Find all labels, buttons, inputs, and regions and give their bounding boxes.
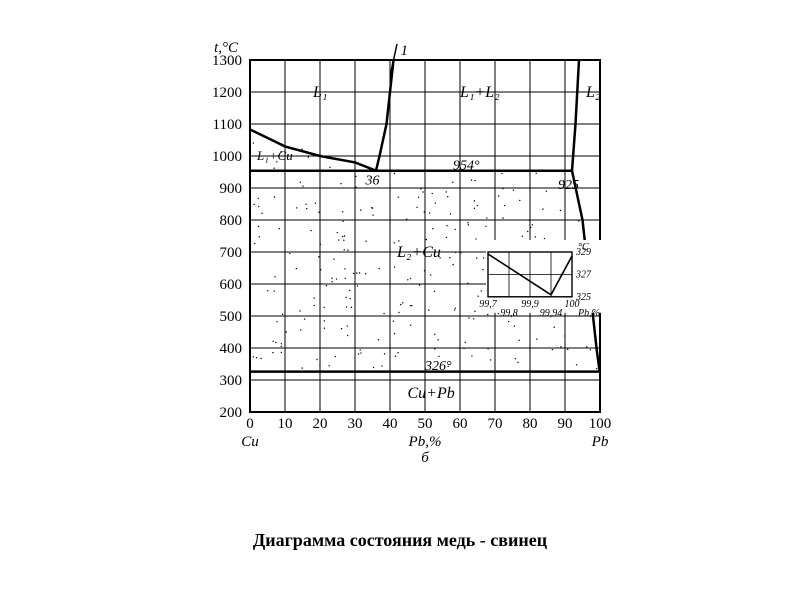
svg-text:99,94: 99,94 xyxy=(540,308,563,319)
svg-text:°C: °C xyxy=(578,242,589,253)
svg-text:99,8: 99,8 xyxy=(500,308,518,319)
svg-text:Cu: Cu xyxy=(241,434,259,450)
svg-text:925: 925 xyxy=(558,178,579,193)
svg-text:600: 600 xyxy=(220,277,243,293)
caption: Диаграмма состояния медь - свинец xyxy=(0,530,800,551)
svg-text:Pb,%: Pb,% xyxy=(408,434,442,450)
svg-text:326°: 326° xyxy=(424,359,452,374)
svg-text:1000: 1000 xyxy=(212,149,242,165)
svg-text:60: 60 xyxy=(453,416,468,432)
svg-text:L₂: L₂ xyxy=(585,84,601,101)
svg-text:99,9: 99,9 xyxy=(521,299,539,310)
svg-text:30: 30 xyxy=(348,416,363,432)
svg-text:300: 300 xyxy=(220,373,243,389)
svg-text:36: 36 xyxy=(365,174,380,189)
svg-text:L₂+Cu: L₂+Cu xyxy=(396,244,441,261)
svg-text:954°: 954° xyxy=(453,159,480,174)
svg-text:80: 80 xyxy=(523,416,538,432)
svg-text:400: 400 xyxy=(220,341,243,357)
svg-text:700: 700 xyxy=(220,245,243,261)
svg-text:20: 20 xyxy=(313,416,328,432)
phase-diagram: 1200300400500600700800900100011001200130… xyxy=(200,30,620,470)
svg-text:б: б xyxy=(421,450,429,466)
svg-text:Pb: Pb xyxy=(591,434,609,450)
svg-text:900: 900 xyxy=(220,181,243,197)
svg-text:1: 1 xyxy=(401,43,409,59)
svg-text:0: 0 xyxy=(246,416,254,432)
svg-text:200: 200 xyxy=(220,405,243,421)
svg-text:10: 10 xyxy=(278,416,293,432)
svg-text:100: 100 xyxy=(589,416,612,432)
svg-text:1200: 1200 xyxy=(212,85,242,101)
svg-text:50: 50 xyxy=(418,416,433,432)
svg-text:40: 40 xyxy=(383,416,398,432)
svg-text:500: 500 xyxy=(220,309,243,325)
svg-text:1100: 1100 xyxy=(213,117,242,133)
svg-text:70: 70 xyxy=(488,416,503,432)
svg-text:L₁+L₂: L₁+L₂ xyxy=(459,84,500,101)
diagram-svg: 1200300400500600700800900100011001200130… xyxy=(200,30,620,470)
svg-text:Pb,%: Pb,% xyxy=(577,308,600,319)
svg-text:Cu+Pb: Cu+Pb xyxy=(408,385,455,402)
svg-text:327: 327 xyxy=(575,269,592,280)
svg-text:800: 800 xyxy=(220,213,243,229)
svg-text:90: 90 xyxy=(558,416,573,432)
svg-text:99,7: 99,7 xyxy=(479,299,498,310)
svg-text:L₁: L₁ xyxy=(312,84,327,101)
svg-text:L₁+Cu: L₁+Cu xyxy=(256,148,293,163)
svg-text:t,°C: t,°C xyxy=(214,40,239,56)
